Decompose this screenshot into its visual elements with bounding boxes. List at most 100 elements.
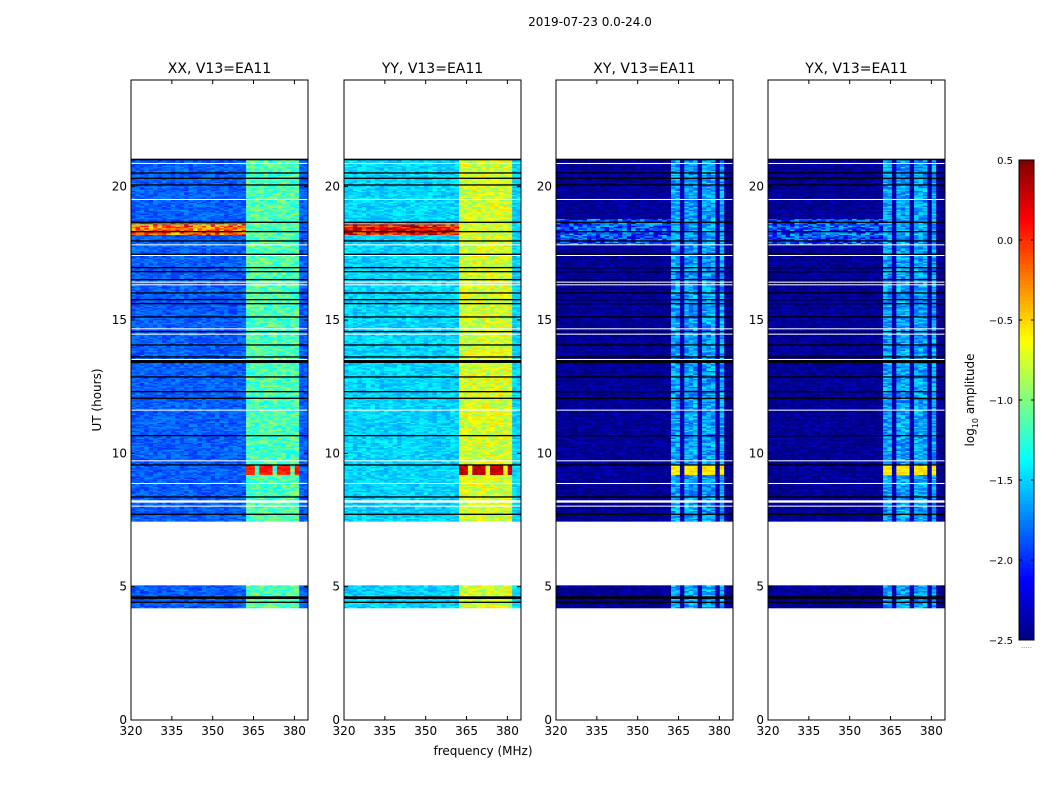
- heatmap-cell: [290, 600, 296, 602]
- heatmap-cell: [179, 518, 185, 521]
- heatmap-cell: [206, 590, 211, 593]
- heatmap-cell: [135, 588, 141, 590]
- heatmap-cell: [161, 518, 167, 521]
- heatmap-cell: [303, 593, 309, 595]
- heatmap-cell: [192, 492, 198, 494]
- heatmap-cell: [285, 518, 291, 521]
- heatmap-cell: [263, 498, 269, 501]
- heatmap-cell: [157, 520, 163, 522]
- heatmap-cell: [299, 605, 304, 607]
- heatmap-cell: [184, 605, 189, 607]
- heatmap-cell: [153, 517, 158, 519]
- heatmap-cell: [294, 490, 300, 493]
- heatmap-cell: [139, 506, 145, 509]
- heatmap-cell: [272, 588, 278, 590]
- heatmap-cell: [157, 600, 163, 602]
- heatmap-cell: [281, 520, 287, 522]
- heatmap-cell: [223, 514, 229, 517]
- heatmap-cell: [131, 484, 136, 486]
- heatmap-cell: [232, 484, 238, 486]
- heatmap-cell: [206, 606, 211, 609]
- heatmap-cell: [170, 492, 176, 494]
- heatmap-cell: [184, 589, 189, 591]
- heatmap-cell: [254, 508, 260, 510]
- heatmap-cell: [237, 604, 242, 606]
- heatmap-cell: [241, 497, 247, 499]
- heatmap-cell: [210, 588, 216, 590]
- heatmap-cell: [254, 504, 260, 506]
- heatmap-cell: [144, 512, 149, 514]
- heatmap-cell: [232, 514, 238, 517]
- heatmap-cell: [157, 514, 163, 517]
- heatmap-cell: [294, 461, 300, 463]
- heatmap-cell: [219, 602, 225, 605]
- heatmap-cell: [215, 498, 220, 501]
- heatmap-cell: [254, 506, 260, 509]
- heatmap-cell: [215, 592, 220, 594]
- heatmap-cell: [184, 512, 189, 514]
- heatmap-cell: [228, 589, 234, 591]
- heatmap-cell: [259, 490, 265, 493]
- heatmap-cell: [175, 585, 180, 587]
- heatmap-cell: [223, 493, 229, 495]
- heatmap-cell: [184, 502, 189, 505]
- heatmap-cell: [250, 606, 256, 609]
- heatmap-cell: [223, 410, 229, 413]
- heatmap-cell: [166, 461, 172, 463]
- heatmap-cell: [197, 461, 203, 463]
- heatmap-cell: [148, 490, 154, 493]
- heatmap-cell: [161, 493, 167, 495]
- heatmap-cell: [241, 593, 247, 595]
- heatmap-cell: [135, 508, 141, 510]
- heatmap-cell: [250, 493, 256, 495]
- heatmap-cell: [241, 588, 247, 590]
- heatmap-cell: [294, 492, 300, 494]
- heatmap-cell: [215, 590, 220, 593]
- heatmap-cell: [254, 590, 260, 593]
- heatmap-cell: [219, 494, 225, 497]
- heatmap-cell: [201, 506, 207, 509]
- heatmap-cell: [299, 508, 304, 510]
- heatmap-cell: [131, 492, 136, 494]
- heatmap-cell: [254, 494, 260, 497]
- heatmap-cell: [285, 492, 291, 494]
- heatmap-cell: [197, 410, 203, 413]
- heatmap-cell: [192, 586, 198, 589]
- heatmap-cell: [281, 606, 287, 609]
- heatmap-cell: [153, 484, 158, 486]
- heatmap-cell: [201, 594, 207, 597]
- heatmap-cell: [131, 602, 136, 605]
- heatmap-cell: [299, 590, 304, 593]
- heatmap-cell: [285, 410, 291, 413]
- heatmap-cell: [246, 509, 251, 511]
- heatmap-cell: [290, 512, 296, 514]
- heatmap-cell: [201, 504, 207, 506]
- heatmap-cell: [184, 490, 189, 493]
- heatmap-cell: [135, 605, 141, 607]
- heatmap-cell: [250, 492, 256, 494]
- heatmap-cell: [175, 497, 180, 499]
- heatmap-cell: [259, 590, 265, 593]
- heatmap-cell: [192, 490, 198, 493]
- heatmap-cell: [166, 606, 172, 609]
- heatmap-cell: [188, 592, 194, 594]
- heatmap-cell: [215, 508, 220, 510]
- heatmap-cell: [259, 588, 265, 590]
- heatmap-cell: [148, 593, 154, 595]
- heatmap-cell: [277, 497, 282, 499]
- heatmap-cell: [294, 520, 300, 522]
- heatmap-cell: [206, 518, 211, 521]
- heatmap-cell: [228, 510, 234, 513]
- heatmap-cell: [246, 510, 251, 513]
- heatmap-cell: [277, 484, 282, 486]
- heatmap-cell: [272, 509, 278, 511]
- heatmap-cell: [175, 593, 180, 595]
- heatmap-cell: [285, 586, 291, 589]
- heatmap-cell: [215, 494, 220, 497]
- heatmap-cell: [135, 492, 141, 494]
- heatmap-cell: [285, 512, 291, 514]
- heatmap-cell: [188, 520, 194, 522]
- heatmap-cell: [184, 504, 189, 506]
- heatmap-cell: [210, 602, 216, 605]
- heatmap-cell: [184, 514, 189, 517]
